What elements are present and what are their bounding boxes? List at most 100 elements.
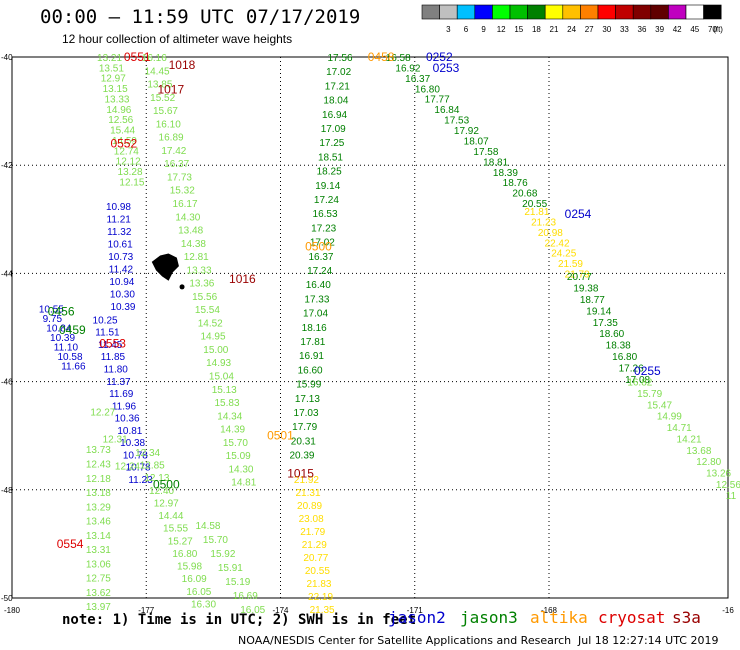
legend-s3a: s3a <box>672 608 701 627</box>
wave-height-value: 15.47 <box>647 400 672 411</box>
lon-tick-label: -177 <box>138 606 155 615</box>
wave-height-value: 20.55 <box>522 199 547 210</box>
wave-height-value: 16.37 <box>308 252 333 263</box>
wave-height-value: 12.97 <box>154 498 179 509</box>
wave-height-value: 11.96 <box>112 401 137 412</box>
wave-height-value: 14.38 <box>181 239 206 250</box>
wave-height-value: 12.56 <box>108 115 133 126</box>
wave-height-value: 15.44 <box>110 126 135 137</box>
wave-height-value: 14.52 <box>198 318 223 329</box>
wave-height-value: 10.36 <box>115 414 140 425</box>
wave-height-value: 12.43 <box>86 459 111 470</box>
scale-label: 33 <box>620 25 629 34</box>
scale-label: 6 <box>464 25 469 34</box>
wave-height-value: 13.36 <box>189 279 214 290</box>
wave-height-value: 10.84 <box>46 324 71 335</box>
wave-height-value: 21.31 <box>295 488 320 499</box>
wave-height-value: 19.38 <box>573 284 598 295</box>
pass-time-label: 1018 <box>169 58 196 72</box>
wave-height-value: 15.70 <box>223 438 248 449</box>
wave-height-value: 12.81 <box>184 252 209 263</box>
wave-height-value: 15.52 <box>150 93 175 104</box>
wave-height-value: 11 <box>726 491 737 502</box>
wave-height-value: 15.13 <box>212 385 237 396</box>
wave-height-value: 13.15 <box>103 84 128 95</box>
wave-height-value: 10.39 <box>110 302 135 313</box>
wave-height-value: 18.76 <box>503 178 528 189</box>
pass-time-label: 0253 <box>433 61 460 75</box>
wave-height-value: 13.06 <box>86 559 111 570</box>
wave-height-value: 17.24 <box>307 266 332 277</box>
wave-height-value: 10.61 <box>108 239 133 250</box>
lat-tick-label: -50 <box>1 594 13 603</box>
wave-height-value: 12.40 <box>149 486 174 497</box>
wave-height-value: 12.12 <box>116 157 141 168</box>
scale-label: 70 <box>708 25 717 34</box>
wave-height-value: 10.98 <box>106 202 131 213</box>
wave-height-value: 14.58 <box>195 521 220 532</box>
legend-altika: altika <box>530 608 588 627</box>
pass-time-label: 1016 <box>229 272 256 286</box>
color-scale: 3 6 9 12 15 18 21 24 27 30 33 36 39 42 45 70(ft) <box>421 4 723 34</box>
lon-tick-label: -168 <box>541 606 558 615</box>
wave-height-value: 17.02 <box>310 238 335 249</box>
wave-height-value: 10.94 <box>109 277 134 288</box>
wave-height-value: 21.79 <box>300 527 325 538</box>
wave-height-value: 15.00 <box>203 345 228 356</box>
wave-height-value: 14.45 <box>145 66 170 77</box>
scale-label: 36 <box>638 25 647 34</box>
wave-height-value: 16.94 <box>322 110 347 121</box>
wave-height-value: 14.30 <box>175 212 200 223</box>
scale-label: 27 <box>585 25 594 34</box>
wave-height-value: 16.17 <box>173 199 198 210</box>
wave-height-value: 13.26 <box>706 468 731 479</box>
wave-height-value: 20.68 <box>512 189 537 200</box>
wave-height-value: 17.13 <box>295 394 320 405</box>
wave-height-value: 12.56 <box>716 480 740 491</box>
wave-height-value: 12.15 <box>119 177 144 188</box>
wave-height-value: 18.39 <box>493 168 518 179</box>
wave-height-value: 20.77 <box>567 272 592 283</box>
pass-time-label: 0459 <box>59 323 86 337</box>
wave-height-value: 15.67 <box>153 106 178 117</box>
wave-height-value: 14.30 <box>228 464 253 475</box>
wave-height-value: 17.42 <box>161 146 186 157</box>
map-frame <box>11 56 729 599</box>
wave-height-value: 16.53 <box>313 209 338 220</box>
wave-height-value: 10.55 <box>39 305 64 316</box>
wave-height-value: 14.71 <box>667 423 692 434</box>
credit-text: NOAA/NESDIS Center for Satellite Applica… <box>238 634 572 647</box>
pass-time-label: 1017 <box>157 82 184 96</box>
chatham-island <box>151 253 179 281</box>
wave-height-value: 19.14 <box>586 306 611 317</box>
wave-height-value: 20.55 <box>305 566 330 577</box>
wave-height-value: 14.44 <box>158 511 183 522</box>
wave-height-value: 17.56 <box>327 53 352 64</box>
wave-height-value: 15.56 <box>192 292 217 303</box>
wave-height-value: 14.96 <box>106 105 131 116</box>
wave-height-value: 11.42 <box>109 264 134 275</box>
wave-height-value: 16.37 <box>405 74 430 85</box>
wave-height-value: 13.28 <box>118 167 143 178</box>
scale-label: 39 <box>655 25 664 34</box>
lon-tick-label: -174 <box>272 606 289 615</box>
wave-height-value: 17.81 <box>300 337 325 348</box>
wave-height-value: 12.18 <box>86 474 111 485</box>
wave-height-value: 10.38 <box>120 438 145 449</box>
wave-height-value: 17.53 <box>444 116 469 127</box>
lon-tick-label: -171 <box>407 606 424 615</box>
wave-height-value: 21.92 <box>294 475 319 486</box>
wave-height-value: 16.69 <box>233 591 258 602</box>
wave-height-value: 21.29 <box>302 540 327 551</box>
wave-height-value: 11.85 <box>101 352 126 363</box>
pass-time-label: 0553 <box>99 337 126 351</box>
wave-height-value: 20.89 <box>297 501 322 512</box>
wave-height-value: 11.45 <box>98 340 123 351</box>
wave-height-value: 17.26 <box>619 363 644 374</box>
wave-height-value: 15.55 <box>163 524 188 535</box>
wave-height-value: 17.09 <box>321 124 346 135</box>
wave-height-value: 13.51 <box>99 63 124 74</box>
wave-height-value: 16.80 <box>415 84 440 95</box>
wave-height-value: 16.05 <box>240 605 265 616</box>
wave-height-value: 12.34 <box>135 448 160 459</box>
